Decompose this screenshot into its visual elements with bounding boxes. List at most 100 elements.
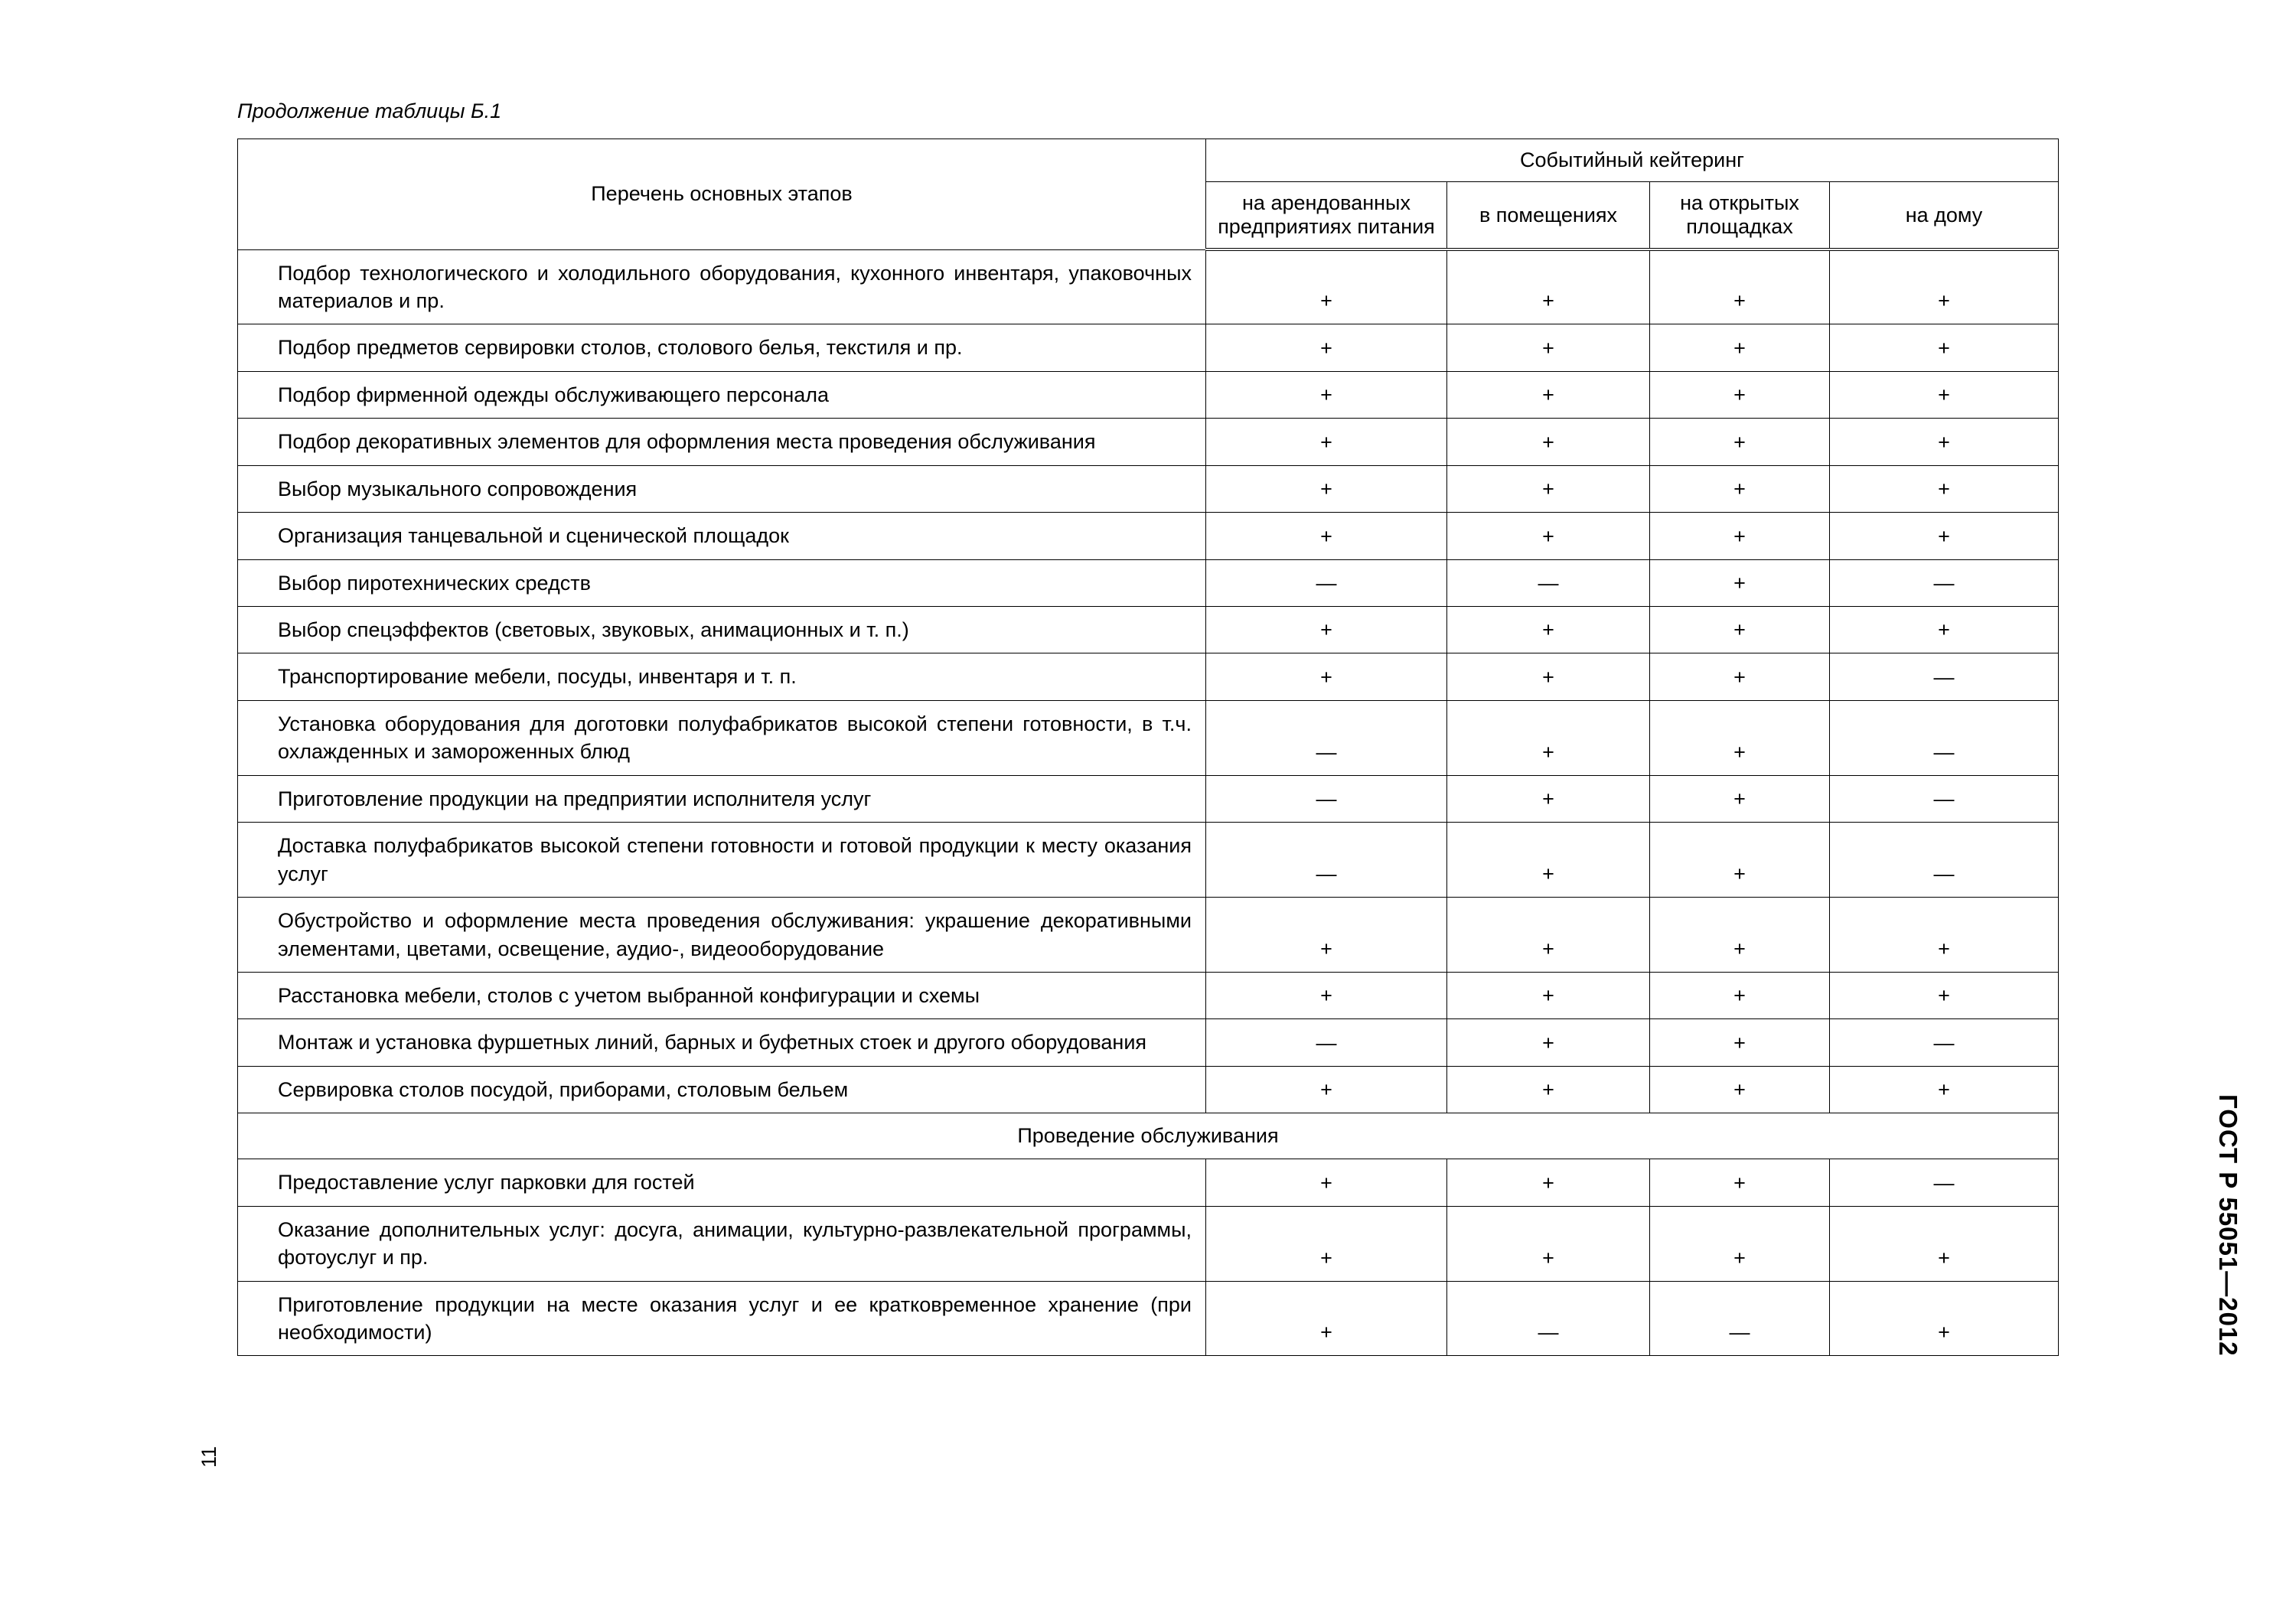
mark-cell: + [1206, 1281, 1447, 1356]
table-row: Обустройство и оформление места проведен… [238, 898, 2059, 973]
mark-cell: — [1206, 559, 1447, 606]
mark-cell: + [1830, 1206, 2059, 1281]
table-row: Организация танцевальной и сценической п… [238, 513, 2059, 559]
section-header: Проведение обслуживания [238, 1113, 2059, 1159]
stage-cell: Приготовление продукции на предприятии и… [238, 775, 1206, 822]
stage-cell: Оказание дополнительных услуг: досуга, а… [238, 1206, 1206, 1281]
table-row: Расстановка мебели, столов с учетом выбр… [238, 972, 2059, 1018]
mark-cell: + [1447, 607, 1650, 653]
mark-cell: + [1206, 324, 1447, 371]
mark-cell: + [1650, 559, 1830, 606]
table-row: Подбор технологического и холодильного о… [238, 249, 2059, 324]
mark-cell: + [1650, 1019, 1830, 1066]
mark-cell: + [1830, 513, 2059, 559]
header-group: Событийный кейтеринг [1206, 139, 2059, 182]
mark-cell: — [1830, 1159, 2059, 1206]
mark-cell: + [1206, 653, 1447, 700]
mark-cell: + [1447, 700, 1650, 775]
table-row: Подбор фирменной одежды обслуживающего п… [238, 371, 2059, 418]
mark-cell: + [1650, 1159, 1830, 1206]
table-row: Транспортирование мебели, посуды, инвент… [238, 653, 2059, 700]
mark-cell: — [1830, 653, 2059, 700]
stage-cell: Предоставление услуг парковки для гостей [238, 1159, 1206, 1206]
mark-cell: + [1206, 898, 1447, 973]
stage-cell: Сервировка столов посудой, приборами, ст… [238, 1066, 1206, 1113]
table-row: Выбор пиротехнических средств——+— [238, 559, 2059, 606]
mark-cell: + [1206, 1066, 1447, 1113]
stage-cell: Подбор предметов сервировки столов, стол… [238, 324, 1206, 371]
mark-cell: + [1447, 775, 1650, 822]
header-c2: в помещениях [1447, 182, 1650, 250]
mark-cell: + [1447, 465, 1650, 512]
table-row: Выбор музыкального сопровождения++++ [238, 465, 2059, 512]
mark-cell: + [1830, 1281, 2059, 1356]
mark-cell: + [1830, 371, 2059, 418]
table-row: Предоставление услуг парковки для гостей… [238, 1159, 2059, 1206]
mark-cell: + [1830, 1066, 2059, 1113]
table-row: Выбор спецэффектов (световых, звуковых, … [238, 607, 2059, 653]
mark-cell: + [1206, 1159, 1447, 1206]
header-stages: Перечень основных этапов [238, 139, 1206, 250]
stage-cell: Расстановка мебели, столов с учетом выбр… [238, 972, 1206, 1018]
mark-cell: + [1447, 823, 1650, 898]
mark-cell: + [1650, 972, 1830, 1018]
table-row: Установка оборудования для доготовки пол… [238, 700, 2059, 775]
catering-table: Перечень основных этапов Событийный кейт… [237, 139, 2059, 1356]
mark-cell: + [1447, 419, 1650, 465]
table-row: Приготовление продукции на предприятии и… [238, 775, 2059, 822]
mark-cell: + [1206, 419, 1447, 465]
mark-cell: + [1447, 513, 1650, 559]
mark-cell: + [1206, 371, 1447, 418]
mark-cell: + [1650, 653, 1830, 700]
mark-cell: — [1206, 700, 1447, 775]
mark-cell: — [1206, 775, 1447, 822]
mark-cell: + [1830, 419, 2059, 465]
mark-cell: + [1447, 898, 1650, 973]
table-row: Монтаж и установка фуршетных линий, барн… [238, 1019, 2059, 1066]
mark-cell: + [1650, 607, 1830, 653]
table-caption: Продолжение таблицы Б.1 [237, 99, 2059, 123]
mark-cell: — [1830, 1019, 2059, 1066]
stage-cell: Подбор фирменной одежды обслуживающего п… [238, 371, 1206, 418]
stage-cell: Монтаж и установка фуршетных линий, барн… [238, 1019, 1206, 1066]
mark-cell: + [1650, 513, 1830, 559]
stage-cell: Подбор технологического и холодильного о… [238, 249, 1206, 324]
mark-cell: + [1830, 465, 2059, 512]
mark-cell: + [1206, 513, 1447, 559]
table-row: Приготовление продукции на месте оказани… [238, 1281, 2059, 1356]
header-c1: на арендованных предприятиях питания [1206, 182, 1447, 250]
mark-cell: + [1447, 249, 1650, 324]
table-row: Подбор декоративных элементов для оформл… [238, 419, 2059, 465]
page-number: 11 [197, 1446, 221, 1468]
stage-cell: Выбор спецэффектов (световых, звуковых, … [238, 607, 1206, 653]
mark-cell: + [1447, 371, 1650, 418]
mark-cell: — [1206, 823, 1447, 898]
mark-cell: + [1830, 898, 2059, 973]
stage-cell: Доставка полуфабрикатов высокой степени … [238, 823, 1206, 898]
mark-cell: + [1650, 775, 1830, 822]
mark-cell: + [1830, 972, 2059, 1018]
mark-cell: + [1830, 324, 2059, 371]
document-code: ГОСТ Р 55051—2012 [2213, 1094, 2242, 1357]
stage-cell: Установка оборудования для доготовки пол… [238, 700, 1206, 775]
mark-cell: + [1650, 823, 1830, 898]
mark-cell: + [1447, 972, 1650, 1018]
mark-cell: — [1830, 823, 2059, 898]
mark-cell: + [1447, 1066, 1650, 1113]
mark-cell: — [1830, 700, 2059, 775]
header-c3: на открытых площадках [1650, 182, 1830, 250]
stage-cell: Организация танцевальной и сценической п… [238, 513, 1206, 559]
stage-cell: Выбор пиротехнических средств [238, 559, 1206, 606]
table-row: Подбор предметов сервировки столов, стол… [238, 324, 2059, 371]
mark-cell: + [1447, 1019, 1650, 1066]
mark-cell: — [1830, 559, 2059, 606]
header-c4: на дому [1830, 182, 2059, 250]
stage-cell: Транспортирование мебели, посуды, инвент… [238, 653, 1206, 700]
mark-cell: + [1650, 700, 1830, 775]
mark-cell: + [1206, 465, 1447, 512]
mark-cell: + [1650, 249, 1830, 324]
table-row: Доставка полуфабрикатов высокой степени … [238, 823, 2059, 898]
mark-cell: + [1206, 249, 1447, 324]
mark-cell: + [1206, 607, 1447, 653]
mark-cell: + [1830, 249, 2059, 324]
